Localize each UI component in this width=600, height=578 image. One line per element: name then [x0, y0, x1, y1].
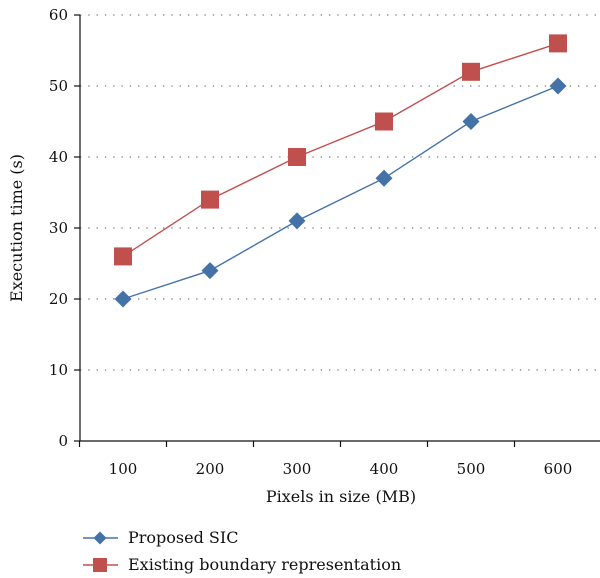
- series-0: [114, 77, 567, 308]
- series-1: [114, 34, 567, 266]
- data-point: [549, 34, 567, 53]
- x-tick-label: 100: [109, 460, 138, 478]
- x-tick-label: 200: [196, 460, 225, 478]
- data-point: [201, 262, 219, 280]
- data-point: [375, 169, 393, 187]
- legend-marker: [93, 558, 107, 572]
- y-axis-title: Execution time (s): [7, 154, 26, 302]
- data-point: [114, 290, 132, 308]
- x-ticks: 100 200 300 400 500 600: [78, 441, 573, 478]
- x-tick-label: 400: [370, 460, 399, 478]
- data-point: [201, 190, 219, 209]
- series-line: [122, 42, 559, 257]
- data-point: [375, 112, 393, 131]
- x-tick-label: 300: [283, 460, 312, 478]
- legend: Proposed SIC Existing boundary representa…: [83, 528, 401, 574]
- data-point: [288, 148, 306, 166]
- y-tick-label: 50: [49, 77, 68, 95]
- y-tick-label: 20: [49, 290, 68, 308]
- data-point: [462, 113, 480, 130]
- x-tick-label: 600: [544, 460, 573, 478]
- gridlines: [80, 14, 600, 371]
- y-tick-label: 40: [49, 148, 68, 166]
- y-tick-label: 10: [49, 361, 68, 379]
- axes: [79, 15, 600, 442]
- x-tick-label: 500: [457, 460, 486, 478]
- series-group: [114, 34, 567, 308]
- data-point: [549, 77, 567, 95]
- data-point: [288, 212, 306, 230]
- data-point: [462, 62, 480, 81]
- series-line: [122, 85, 559, 300]
- legend-label: Existing boundary representation: [128, 555, 401, 574]
- y-tick-label: 0: [58, 432, 68, 450]
- legend-label: Proposed SIC: [128, 528, 238, 547]
- legend-item: Existing boundary representation: [83, 555, 401, 574]
- y-tick-label: 60: [49, 6, 68, 24]
- y-tick-label: 30: [49, 219, 68, 237]
- legend-marker: [93, 531, 107, 545]
- x-axis-title: Pixels in size (MB): [266, 487, 416, 506]
- y-ticks: 0 10 20 30 40 50 60: [49, 6, 80, 450]
- legend-item: Proposed SIC: [83, 528, 238, 547]
- data-point: [114, 247, 132, 266]
